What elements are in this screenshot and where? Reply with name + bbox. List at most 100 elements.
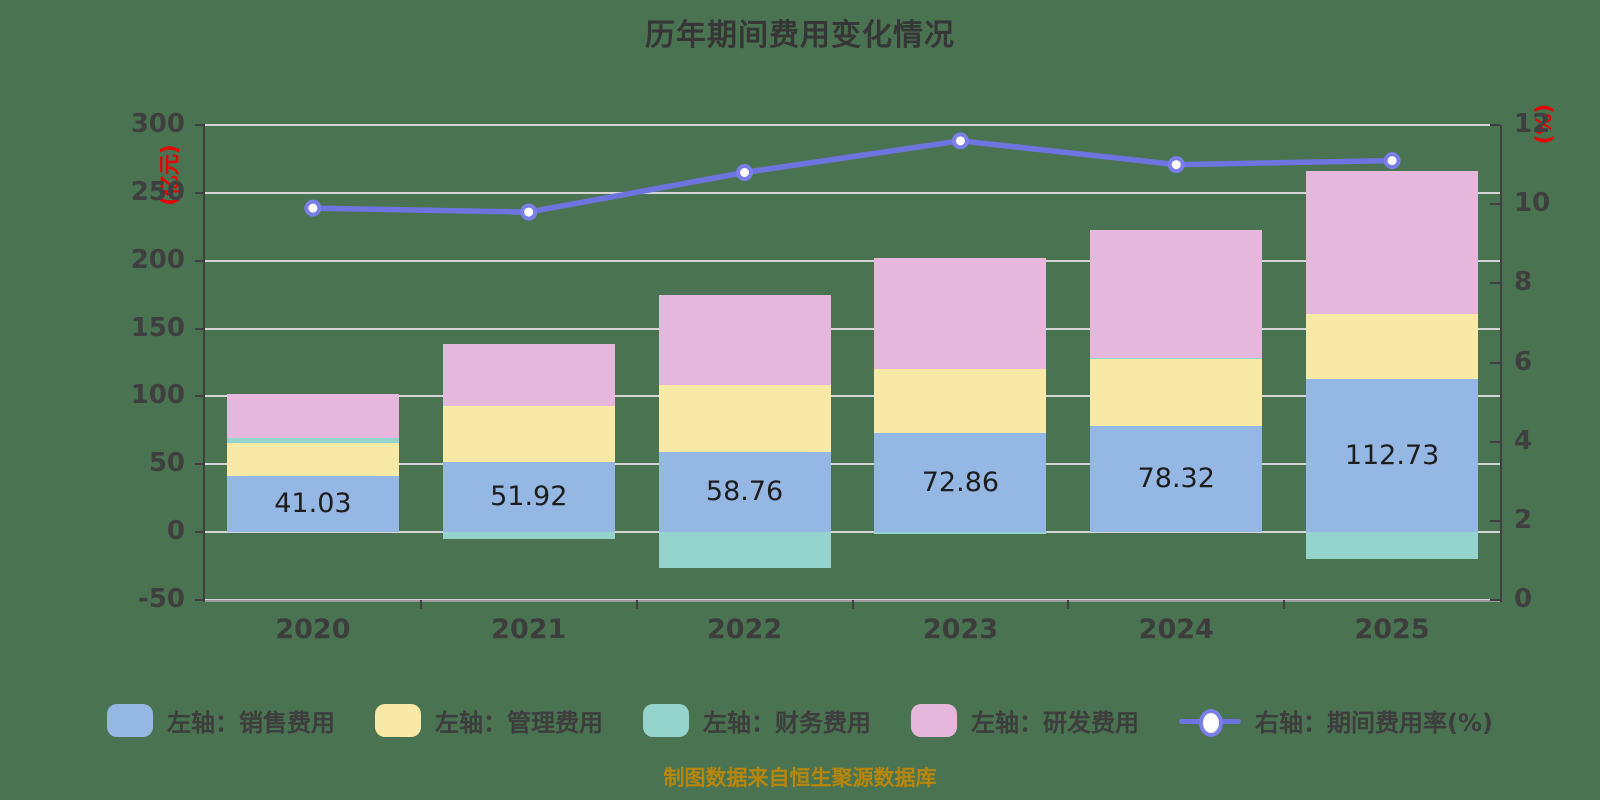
legend-line-marker-icon (1179, 704, 1241, 737)
right-axis-tick-0 (1490, 599, 1500, 601)
bar-2022-rd (658, 294, 831, 385)
legend-item-sales[interactable]: 左轴：销售费用 (107, 703, 335, 738)
bar-2020-admin (226, 443, 399, 477)
bar-2020-finance (226, 437, 399, 444)
bar-2023-admin (874, 368, 1047, 434)
legend-label-expense-ratio: 右轴：期间费用率(%) (1255, 708, 1493, 737)
left-axis-tick--50 (195, 599, 205, 601)
bar-2020-rd (226, 393, 399, 438)
legend-label-rd: 左轴：研发费用 (971, 708, 1139, 737)
bar-2020-sales (226, 476, 399, 533)
left-axis-tick-300 (195, 124, 205, 126)
bar-2024-rd (1090, 230, 1263, 358)
x-axis-tick-2 (635, 600, 638, 609)
left-axis-tick-label-300: 300 (130, 109, 185, 139)
bar-2021-rd (442, 343, 615, 406)
left-axis-tick-250 (195, 191, 205, 194)
gridline-200 (205, 259, 1500, 262)
legend-label-admin: 左轴：管理费用 (435, 708, 603, 737)
left-axis-tick-label--50: -50 (138, 584, 185, 614)
bar-2022-sales (658, 452, 831, 533)
bar-2024-finance (1090, 357, 1263, 359)
legend-line-ring (1199, 708, 1223, 737)
left-axis-tick-100 (195, 395, 205, 398)
x-axis-tick-1 (419, 600, 422, 609)
legend-item-admin[interactable]: 左轴：管理费用 (375, 703, 603, 738)
legend: 左轴：销售费用 左轴：管理费用 左轴：财务费用 左轴：研发费用 右轴：期间费用率(%) (0, 697, 1600, 743)
bar-value-label-2021: 51.92 (490, 480, 568, 512)
left-axis-tick-label-150: 150 (130, 312, 185, 343)
legend-swatch-icon-sales (107, 703, 153, 737)
plot-area: 41.03 51.92 58.76 72.86 78.32 112.73 (203, 124, 1502, 602)
legend-label-finance: 左轴：财务费用 (703, 708, 871, 737)
right-axis-line (1500, 125, 1502, 602)
x-axis-label-2020: 2020 (275, 614, 351, 645)
ratio-point-2024 (1167, 156, 1185, 174)
right-axis-tick-2 (1490, 519, 1500, 522)
right-axis-tick-label-2: 2 (1514, 504, 1533, 535)
right-axis-tick-label-12: 12 (1514, 109, 1551, 139)
right-axis-tick-8 (1490, 282, 1500, 285)
left-axis-tick-50 (195, 463, 205, 466)
right-axis-tick-label-6: 6 (1514, 346, 1533, 377)
gridline-150 (205, 327, 1500, 330)
source-caption: 制图数据来自恒生聚源数据库 (663, 766, 937, 790)
x-axis-tick-5 (1283, 600, 1286, 609)
right-axis-tick-label-8: 8 (1514, 267, 1533, 298)
ratio-point-2021 (520, 203, 538, 221)
right-axis-tick-12 (1490, 124, 1500, 126)
bar-2021-finance (442, 532, 615, 539)
x-axis-label-2022: 2022 (706, 614, 783, 645)
bar-value-label-2025: 112.73 (1344, 439, 1440, 471)
right-axis-tick-label-10: 10 (1514, 188, 1551, 219)
x-axis-label-2021: 2021 (491, 614, 567, 645)
bar-value-label-2024: 78.32 (1137, 462, 1215, 494)
legend-swatch-icon-rd (911, 703, 957, 737)
legend-label-sales: 左轴：销售费用 (167, 708, 335, 737)
ratio-point-2025 (1383, 152, 1401, 170)
ratio-point-2022 (736, 164, 754, 181)
right-axis-tick-6 (1490, 361, 1500, 364)
bar-2025-rd (1306, 171, 1479, 315)
left-axis-tick-150 (195, 327, 205, 330)
left-axis-tick-label-250: 250 (130, 176, 185, 207)
gridline-300 (205, 124, 1500, 126)
bar-value-label-2022: 58.76 (705, 476, 784, 508)
left-axis-line (203, 125, 205, 602)
legend-item-finance[interactable]: 左轴：财务费用 (643, 703, 871, 738)
gridline-50 (205, 463, 1500, 466)
left-axis-tick-label-100: 100 (130, 380, 185, 411)
bar-2025-admin (1306, 314, 1479, 380)
ratio-point-2023 (951, 132, 969, 150)
expense-ratio-line (312, 138, 1393, 215)
right-axis-tick-10 (1490, 203, 1500, 206)
bar-value-label-2023: 72.86 (921, 466, 1000, 498)
bar-2025-finance (1306, 532, 1479, 560)
legend-item-rd[interactable]: 左轴：研发费用 (911, 703, 1139, 738)
legend-item-expense-ratio[interactable]: 右轴：期间费用率(%) (1179, 703, 1493, 738)
right-axis-tick-label-0: 0 (1514, 584, 1533, 614)
x-axis-tick-3 (851, 600, 854, 609)
legend-swatch-icon-finance (643, 703, 689, 737)
bar-2021-sales (442, 461, 615, 533)
bar-2022-finance (658, 532, 831, 569)
x-axis-label-2025: 2025 (1354, 614, 1430, 645)
left-axis-tick-label-200: 200 (130, 244, 185, 275)
bar-2024-sales (1090, 425, 1263, 533)
left-axis-tick-200 (195, 259, 205, 262)
x-axis-tick-4 (1067, 600, 1070, 609)
legend-swatch-icon-admin (375, 703, 421, 737)
bar-2023-rd (874, 257, 1047, 369)
x-axis-label-2024: 2024 (1138, 614, 1214, 645)
gridline-100 (205, 395, 1500, 398)
chart-title: 历年期间费用变化情况 (645, 18, 955, 53)
bar-2024-admin (1090, 358, 1263, 426)
bar-2025-sales (1306, 379, 1479, 533)
bar-2023-sales (874, 433, 1047, 533)
left-axis-tick-label-0: 0 (166, 516, 185, 547)
left-axis-tick-label-50: 50 (148, 448, 185, 479)
left-axis-tick-0 (195, 531, 205, 534)
bar-2022-admin (658, 384, 831, 453)
gridline-0 (205, 531, 1500, 534)
